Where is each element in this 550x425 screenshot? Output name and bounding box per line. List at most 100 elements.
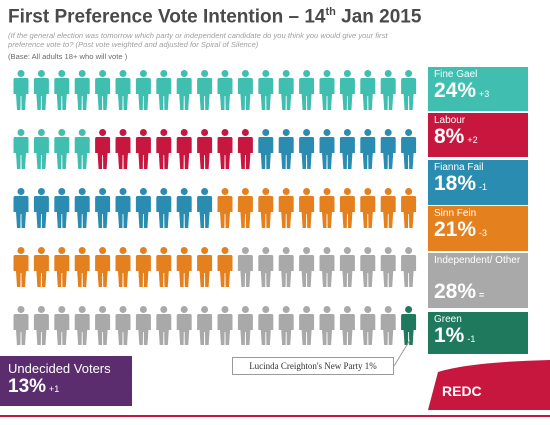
figure-fine-gael bbox=[217, 70, 233, 110]
figure-fine-gael bbox=[13, 129, 29, 169]
figure-fine-gael bbox=[13, 70, 29, 110]
figure-independent-other bbox=[339, 306, 355, 345]
figure-independent-other bbox=[278, 306, 294, 345]
figure-fine-gael bbox=[237, 70, 253, 110]
figure-sinn-fein bbox=[156, 247, 172, 287]
figure-independent-other bbox=[33, 306, 49, 345]
green-label: Green bbox=[434, 314, 462, 325]
green-change: -1 bbox=[467, 334, 476, 344]
figure-fine-gael bbox=[380, 70, 396, 110]
figure-sinn-fein bbox=[217, 247, 233, 287]
fianna-fail-card: Fianna Fail 18% -1 bbox=[428, 160, 528, 205]
independent-other-change: = bbox=[479, 290, 485, 300]
figure-independent-other bbox=[217, 306, 233, 345]
figure-independent-other bbox=[339, 247, 355, 287]
figure-sinn-fein bbox=[237, 188, 253, 228]
figure-sinn-fein bbox=[135, 247, 151, 287]
figure-independent-other bbox=[95, 306, 111, 345]
bottom-rule bbox=[0, 415, 550, 417]
green-value: 1% bbox=[434, 324, 465, 347]
figure-independent-other bbox=[278, 247, 294, 287]
figure-sinn-fein bbox=[115, 247, 131, 287]
pictograph-grid bbox=[13, 70, 417, 345]
labour-label: Labour bbox=[434, 115, 466, 126]
figure-fianna-fail bbox=[33, 188, 49, 228]
fine-gael-change: +3 bbox=[479, 89, 490, 99]
figure-labour bbox=[197, 129, 213, 169]
figure-sinn-fein bbox=[401, 188, 417, 228]
figure-labour bbox=[95, 129, 111, 169]
figure-fine-gael bbox=[197, 70, 213, 110]
green-card: Green 1% -1 bbox=[428, 312, 528, 354]
sinn-fein-change: -3 bbox=[479, 228, 488, 238]
figure-labour bbox=[176, 129, 192, 169]
figure-fianna-fail bbox=[380, 129, 396, 169]
figure-fianna-fail bbox=[176, 188, 192, 228]
labour-value: 8% bbox=[434, 125, 465, 148]
figure-independent-other bbox=[135, 306, 151, 345]
figure-independent-other bbox=[319, 247, 335, 287]
figure-independent-other bbox=[74, 306, 90, 345]
figure-sinn-fein bbox=[299, 188, 315, 228]
figure-independent-other bbox=[156, 306, 172, 345]
figure-sinn-fein bbox=[74, 247, 90, 287]
figure-fianna-fail bbox=[319, 129, 335, 169]
figure-sinn-fein bbox=[339, 188, 355, 228]
figure-labour bbox=[115, 129, 131, 169]
undecided-change: +1 bbox=[49, 384, 60, 394]
figure-fianna-fail bbox=[156, 188, 172, 228]
figure-fianna-fail bbox=[95, 188, 111, 228]
figure-independent-other bbox=[319, 306, 335, 345]
new-party-note: Lucinda Creighton's New Party 1% bbox=[232, 357, 394, 375]
figure-sinn-fein bbox=[197, 247, 213, 287]
figure-independent-other bbox=[299, 247, 315, 287]
fianna-fail-label: Fianna Fail bbox=[434, 162, 484, 173]
figure-independent-other bbox=[299, 306, 315, 345]
figure-independent-other bbox=[54, 306, 70, 345]
independent-other-card: Independent/ Other 28% = bbox=[428, 253, 528, 308]
figure-fianna-fail bbox=[13, 188, 29, 228]
fine-gael-label: Fine Gael bbox=[434, 69, 478, 80]
undecided-voters-card: Undecided Voters 13% +1 bbox=[0, 356, 132, 406]
figure-sinn-fein bbox=[95, 247, 111, 287]
figure-independent-other bbox=[401, 247, 417, 287]
figure-fine-gael bbox=[74, 129, 90, 169]
figure-fine-gael bbox=[401, 70, 417, 110]
figure-independent-other bbox=[13, 306, 29, 345]
fianna-fail-value: 18% bbox=[434, 172, 477, 195]
redc-logo: REDC bbox=[442, 383, 482, 399]
figure-sinn-fein bbox=[258, 188, 274, 228]
undecided-value: 13% bbox=[8, 376, 47, 397]
figure-sinn-fein bbox=[13, 247, 29, 287]
figure-fine-gael bbox=[339, 70, 355, 110]
figure-independent-other bbox=[237, 306, 253, 345]
figure-sinn-fein bbox=[380, 188, 396, 228]
chart-title: First Preference Vote Intention – 14th J… bbox=[8, 6, 422, 28]
figure-sinn-fein bbox=[176, 247, 192, 287]
figure-independent-other bbox=[258, 247, 274, 287]
sinn-fein-label: Sinn Fein bbox=[434, 208, 477, 219]
figure-fine-gael bbox=[258, 70, 274, 110]
figure-sinn-fein bbox=[319, 188, 335, 228]
figure-fianna-fail bbox=[74, 188, 90, 228]
figure-independent-other bbox=[197, 306, 213, 345]
figure-independent-other bbox=[360, 306, 376, 345]
figure-independent-other bbox=[237, 247, 253, 287]
figure-independent-other bbox=[360, 247, 376, 287]
figure-sinn-fein bbox=[33, 247, 49, 287]
brand-band bbox=[428, 360, 550, 410]
figure-sinn-fein bbox=[54, 247, 70, 287]
figure-fine-gael bbox=[299, 70, 315, 110]
figure-fianna-fail bbox=[115, 188, 131, 228]
survey-question: (If the general election was tomorrow wh… bbox=[8, 31, 388, 49]
figure-fine-gael bbox=[33, 129, 49, 169]
figure-fine-gael bbox=[95, 70, 111, 110]
figure-fianna-fail bbox=[197, 188, 213, 228]
figure-labour bbox=[217, 129, 233, 169]
figure-fine-gael bbox=[54, 70, 70, 110]
figure-labour bbox=[135, 129, 151, 169]
figure-fine-gael bbox=[115, 70, 131, 110]
figure-sinn-fein bbox=[278, 188, 294, 228]
figure-fianna-fail bbox=[339, 129, 355, 169]
labour-change: +2 bbox=[467, 135, 478, 145]
